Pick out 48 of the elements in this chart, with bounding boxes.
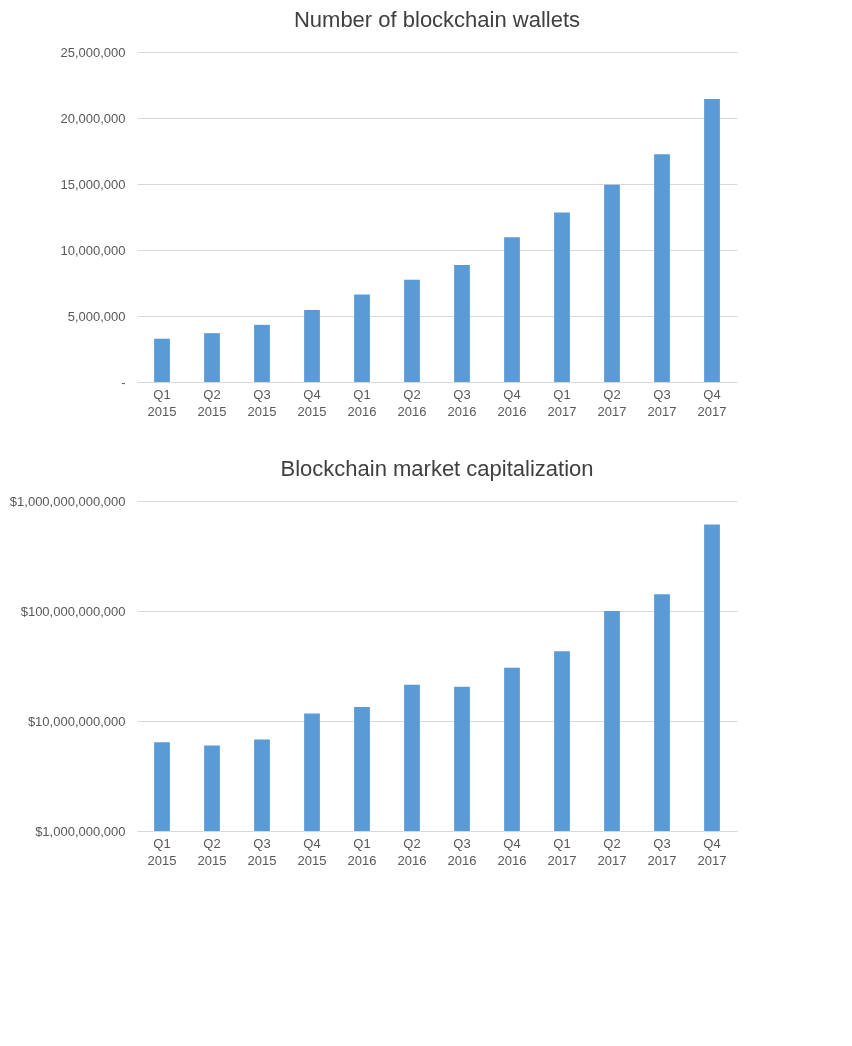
x-tick-label: Q3 2015 [247, 835, 277, 868]
x-tick-label: Q2 2015 [197, 386, 227, 419]
x-tick-label: Q1 2015 [147, 835, 177, 868]
y-tick-label: $1,000,000,000 [35, 823, 126, 839]
bar [254, 324, 270, 382]
y-tick-label: 5,000,000 [67, 308, 126, 324]
x-tick-label: Q2 2015 [197, 835, 227, 868]
x-tick-label: Q4 2015 [297, 386, 327, 419]
bar [604, 184, 620, 382]
x-tick-label: Q3 2017 [647, 835, 677, 868]
bar [454, 264, 470, 382]
y-tick-label: 10,000,000 [60, 242, 126, 258]
x-tick-label: Q3 2016 [447, 386, 477, 419]
x-tick-label: Q1 2017 [547, 835, 577, 868]
bar [404, 279, 420, 382]
bar [304, 310, 320, 382]
y-tick-label: 20,000,000 [60, 110, 126, 126]
bar [654, 154, 670, 382]
y-tick-label: $100,000,000,000 [20, 603, 126, 619]
bar [204, 333, 220, 382]
x-tick-label: Q4 2016 [497, 386, 527, 419]
x-tick-label: Q2 2017 [597, 835, 627, 868]
bar [154, 338, 170, 382]
x-tick-label: Q4 2017 [697, 386, 727, 419]
x-tick-label: Q4 2017 [697, 835, 727, 868]
y-tick-label: $10,000,000,000 [27, 713, 126, 729]
y-tick-label: 15,000,000 [60, 176, 126, 192]
x-tick-label: Q1 2016 [347, 835, 377, 868]
x-tick-label: Q3 2016 [447, 835, 477, 868]
x-tick-label: Q2 2016 [397, 835, 427, 868]
bar [354, 294, 370, 382]
bar [704, 98, 720, 382]
chart-title: Number of blockchain wallets [293, 7, 581, 32]
x-tick-label: Q3 2015 [247, 386, 277, 419]
bar [504, 237, 520, 382]
x-tick-label: Q1 2017 [547, 386, 577, 419]
bar [554, 212, 570, 382]
x-tick-label: Q2 2017 [597, 386, 627, 419]
chart-title: Blockchain market capitalization [280, 456, 594, 481]
y-tick-label: 25,000,000 [60, 44, 126, 60]
x-tick-label: Q2 2016 [397, 386, 427, 419]
y-tick-label: $1,000,000,000,000 [9, 493, 126, 509]
x-tick-label: Q4 2016 [497, 835, 527, 868]
y-tick-label: - [121, 374, 126, 390]
x-tick-label: Q3 2017 [647, 386, 677, 419]
x-tick-label: Q1 2015 [147, 386, 177, 419]
x-tick-label: Q1 2016 [347, 386, 377, 419]
x-tick-label: Q4 2015 [297, 835, 327, 868]
